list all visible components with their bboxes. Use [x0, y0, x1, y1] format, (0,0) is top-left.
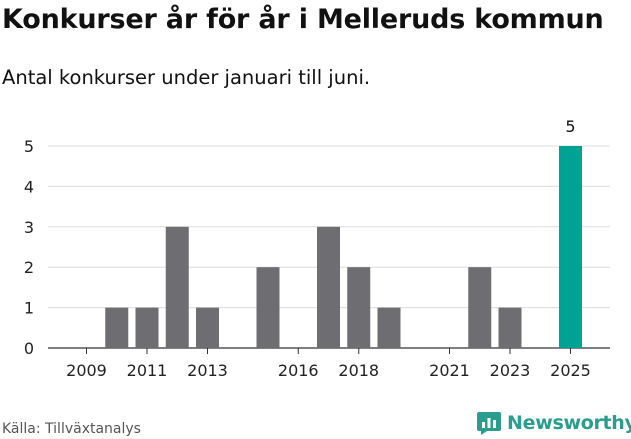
y-tick-label: 2 [24, 258, 34, 277]
y-axis-ticks: 0 1 2 3 4 5 [24, 137, 34, 358]
x-tick-label: 2018 [338, 361, 379, 380]
x-tick-label: 2021 [429, 361, 470, 380]
bar-2013 [196, 307, 219, 348]
y-tick-label: 4 [24, 177, 34, 196]
source-note: Källa: Tillväxtanalys [2, 421, 141, 437]
chart-title: Konkurser år för år i Melleruds kommun [2, 4, 604, 35]
bar-2019 [377, 307, 401, 348]
data-label-2025: 5 [565, 117, 575, 136]
x-tick-label: 2013 [187, 361, 228, 380]
x-tick-label: 2023 [490, 361, 531, 380]
brand-name: Newsworthy [507, 412, 631, 434]
y-tick-label: 5 [24, 137, 34, 156]
bar-2017 [317, 226, 340, 348]
bar-2025 [559, 146, 582, 348]
bar-2015 [256, 267, 280, 348]
data-labels: 5 [565, 117, 575, 136]
x-tick-label: 2011 [127, 361, 168, 380]
bar-2012 [165, 226, 189, 348]
bar-chart: 5 0 1 2 3 4 5 2009 2011 2013 2016 2018 2021 2023 202… [24, 117, 610, 380]
newsworthy-logo-icon [477, 412, 501, 435]
y-tick-label: 0 [24, 339, 34, 358]
x-tick-label: 2025 [550, 361, 591, 380]
y-tick-label: 1 [24, 299, 34, 318]
bars [105, 146, 582, 348]
chart-subtitle: Antal konkurser under januari till juni. [2, 66, 371, 89]
bar-2023 [498, 307, 522, 348]
bar-2010 [105, 307, 129, 348]
bar-2011 [135, 307, 159, 348]
bar-2022 [468, 267, 492, 348]
y-tick-label: 3 [24, 218, 34, 237]
x-axis-ticks: 2009 2011 2013 2016 2018 2021 2023 2025 [66, 348, 591, 380]
brand-logo: Newsworthy [476, 408, 631, 438]
x-tick-label: 2009 [66, 361, 107, 380]
x-tick-label: 2016 [278, 361, 319, 380]
bar-2018 [347, 267, 371, 348]
